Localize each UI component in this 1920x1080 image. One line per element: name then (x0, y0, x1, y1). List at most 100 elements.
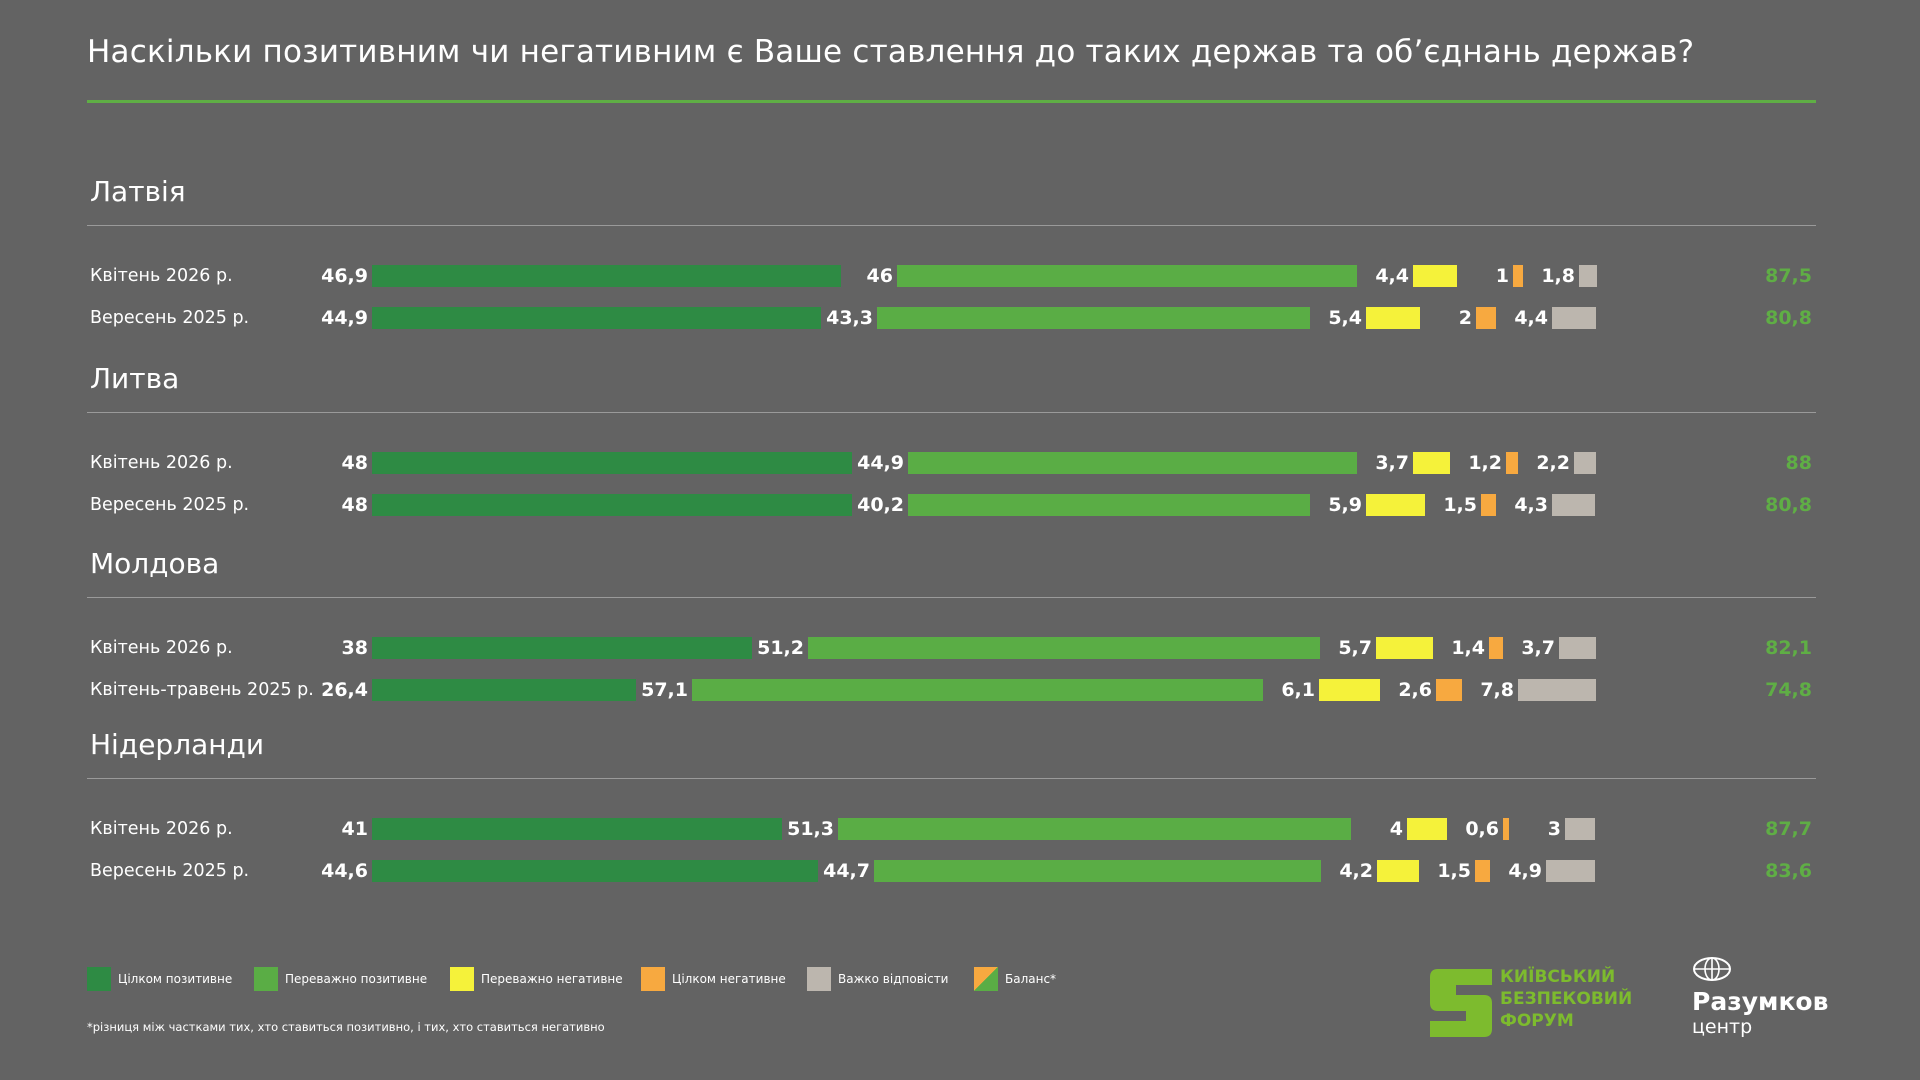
bar-mostly-negative (1413, 265, 1457, 287)
country-name: Латвія (90, 175, 186, 208)
data-label-fully-positive: 44,9 (321, 307, 368, 329)
bar-mostly-negative (1413, 452, 1450, 474)
legend-swatch (974, 967, 998, 991)
bar-fully-positive (372, 494, 852, 516)
bar-fully-positive (372, 637, 752, 659)
bar-mostly-positive (877, 307, 1310, 329)
data-label-fully-negative: 2 (1458, 307, 1472, 329)
data-label-fully-positive: 41 (341, 818, 368, 840)
data-label-mostly-negative: 5,9 (1328, 494, 1362, 516)
row-period-label: Квітень 2026 р. (90, 819, 233, 839)
bar-fully-positive (372, 818, 782, 840)
kbf-logo-text: КИЇВСЬКИЙ БЕЗПЕКОВИЙ ФОРУМ (1500, 966, 1632, 1032)
data-label-mostly-positive: 51,3 (787, 818, 834, 840)
bar-hard-to-say (1518, 679, 1596, 701)
data-label-fully-positive: 26,4 (321, 679, 368, 701)
data-label-hard-to-say: 2,2 (1536, 452, 1570, 474)
razumkov-logo-name: Разумков (1692, 987, 1829, 1016)
data-label-fully-positive: 44,6 (321, 860, 368, 882)
bar-fully-negative (1513, 265, 1523, 287)
bar-mostly-positive (692, 679, 1263, 701)
data-label-fully-positive: 38 (341, 637, 368, 659)
data-label-mostly-negative: 4,2 (1339, 860, 1373, 882)
legend-label: Цілком негативне (672, 972, 786, 986)
row-period-label: Вересень 2025 р. (90, 861, 250, 881)
data-label-fully-negative: 1,5 (1437, 860, 1471, 882)
bar-hard-to-say (1552, 307, 1596, 329)
balance-value: 83,6 (1765, 860, 1812, 882)
legend-label: Важко відповісти (838, 972, 949, 986)
data-label-mostly-negative: 5,4 (1328, 307, 1362, 329)
data-label-fully-negative: 0,6 (1465, 818, 1499, 840)
country-divider (87, 597, 1816, 598)
bar-mostly-positive (808, 637, 1320, 659)
data-label-mostly-positive: 51,2 (757, 637, 804, 659)
country-divider (87, 778, 1816, 779)
chart-title: Наскільки позитивним чи негативним є Ваш… (87, 34, 1695, 70)
kbf-line: КИЇВСЬКИЙ (1500, 967, 1616, 987)
legend-label: Цілком позитивне (118, 972, 233, 986)
balance-value: 87,5 (1765, 265, 1812, 287)
legend-swatch (641, 967, 665, 991)
bar-fully-positive (372, 679, 636, 701)
legend-swatch (450, 967, 474, 991)
bar-fully-negative (1476, 307, 1496, 329)
data-label-fully-negative: 1,5 (1443, 494, 1477, 516)
bar-fully-positive (372, 265, 841, 287)
data-label-mostly-negative: 4 (1389, 818, 1403, 840)
data-label-mostly-negative: 5,7 (1338, 637, 1372, 659)
balance-value: 88 (1785, 452, 1812, 474)
bar-mostly-positive (908, 494, 1310, 516)
balance-value: 82,1 (1765, 637, 1812, 659)
bar-fully-negative (1506, 452, 1518, 474)
row-period-label: Квітень 2026 р. (90, 638, 233, 658)
legend-item: Важко відповісти (807, 967, 948, 991)
legend-swatch (87, 967, 111, 991)
bar-hard-to-say (1574, 452, 1596, 474)
data-label-mostly-positive: 44,9 (857, 452, 904, 474)
bar-fully-negative (1436, 679, 1462, 701)
data-label-hard-to-say: 4,3 (1514, 494, 1548, 516)
title-divider (87, 100, 1816, 103)
country-name: Молдова (90, 547, 220, 580)
data-label-hard-to-say: 7,8 (1480, 679, 1514, 701)
data-label-fully-negative: 2,6 (1398, 679, 1432, 701)
country-divider (87, 412, 1816, 413)
data-label-fully-negative: 1,4 (1451, 637, 1485, 659)
razumkov-logo-sub: центр (1692, 1016, 1753, 1038)
bar-hard-to-say (1559, 637, 1596, 659)
data-label-mostly-positive: 57,1 (641, 679, 688, 701)
country-divider (87, 225, 1816, 226)
footnote: *різниця між частками тих, хто ставиться… (87, 1020, 605, 1034)
balance-value: 74,8 (1765, 679, 1812, 701)
bar-hard-to-say (1546, 860, 1595, 882)
legend-swatch (254, 967, 278, 991)
data-label-fully-negative: 1 (1495, 265, 1509, 287)
bar-mostly-negative (1319, 679, 1380, 701)
bar-mostly-negative (1366, 307, 1420, 329)
legend-item: Цілком негативне (641, 967, 786, 991)
row-period-label: Вересень 2025 р. (90, 308, 250, 328)
bar-fully-positive (372, 452, 852, 474)
bar-mostly-negative (1407, 818, 1447, 840)
data-label-fully-positive: 48 (341, 452, 368, 474)
kbf-logo-icon (1430, 969, 1492, 1037)
bar-mostly-positive (838, 818, 1351, 840)
legend-swatch (807, 967, 831, 991)
bar-mostly-negative (1377, 860, 1419, 882)
legend-item: Цілком позитивне (87, 967, 232, 991)
data-label-hard-to-say: 4,4 (1514, 307, 1548, 329)
bar-fully-positive (372, 307, 821, 329)
data-label-mostly-negative: 3,7 (1375, 452, 1409, 474)
legend-item: Баланс* (974, 967, 1056, 991)
data-label-hard-to-say: 3,7 (1521, 637, 1555, 659)
bar-mostly-positive (908, 452, 1357, 474)
country-name: Литва (90, 362, 180, 395)
data-label-fully-positive: 48 (341, 494, 368, 516)
bar-mostly-positive (897, 265, 1357, 287)
row-period-label: Квітень 2026 р. (90, 266, 233, 286)
bar-fully-negative (1503, 818, 1509, 840)
data-label-mostly-positive: 40,2 (857, 494, 904, 516)
kbf-line: БЕЗПЕКОВИЙ (1500, 989, 1633, 1009)
bar-hard-to-say (1579, 265, 1597, 287)
